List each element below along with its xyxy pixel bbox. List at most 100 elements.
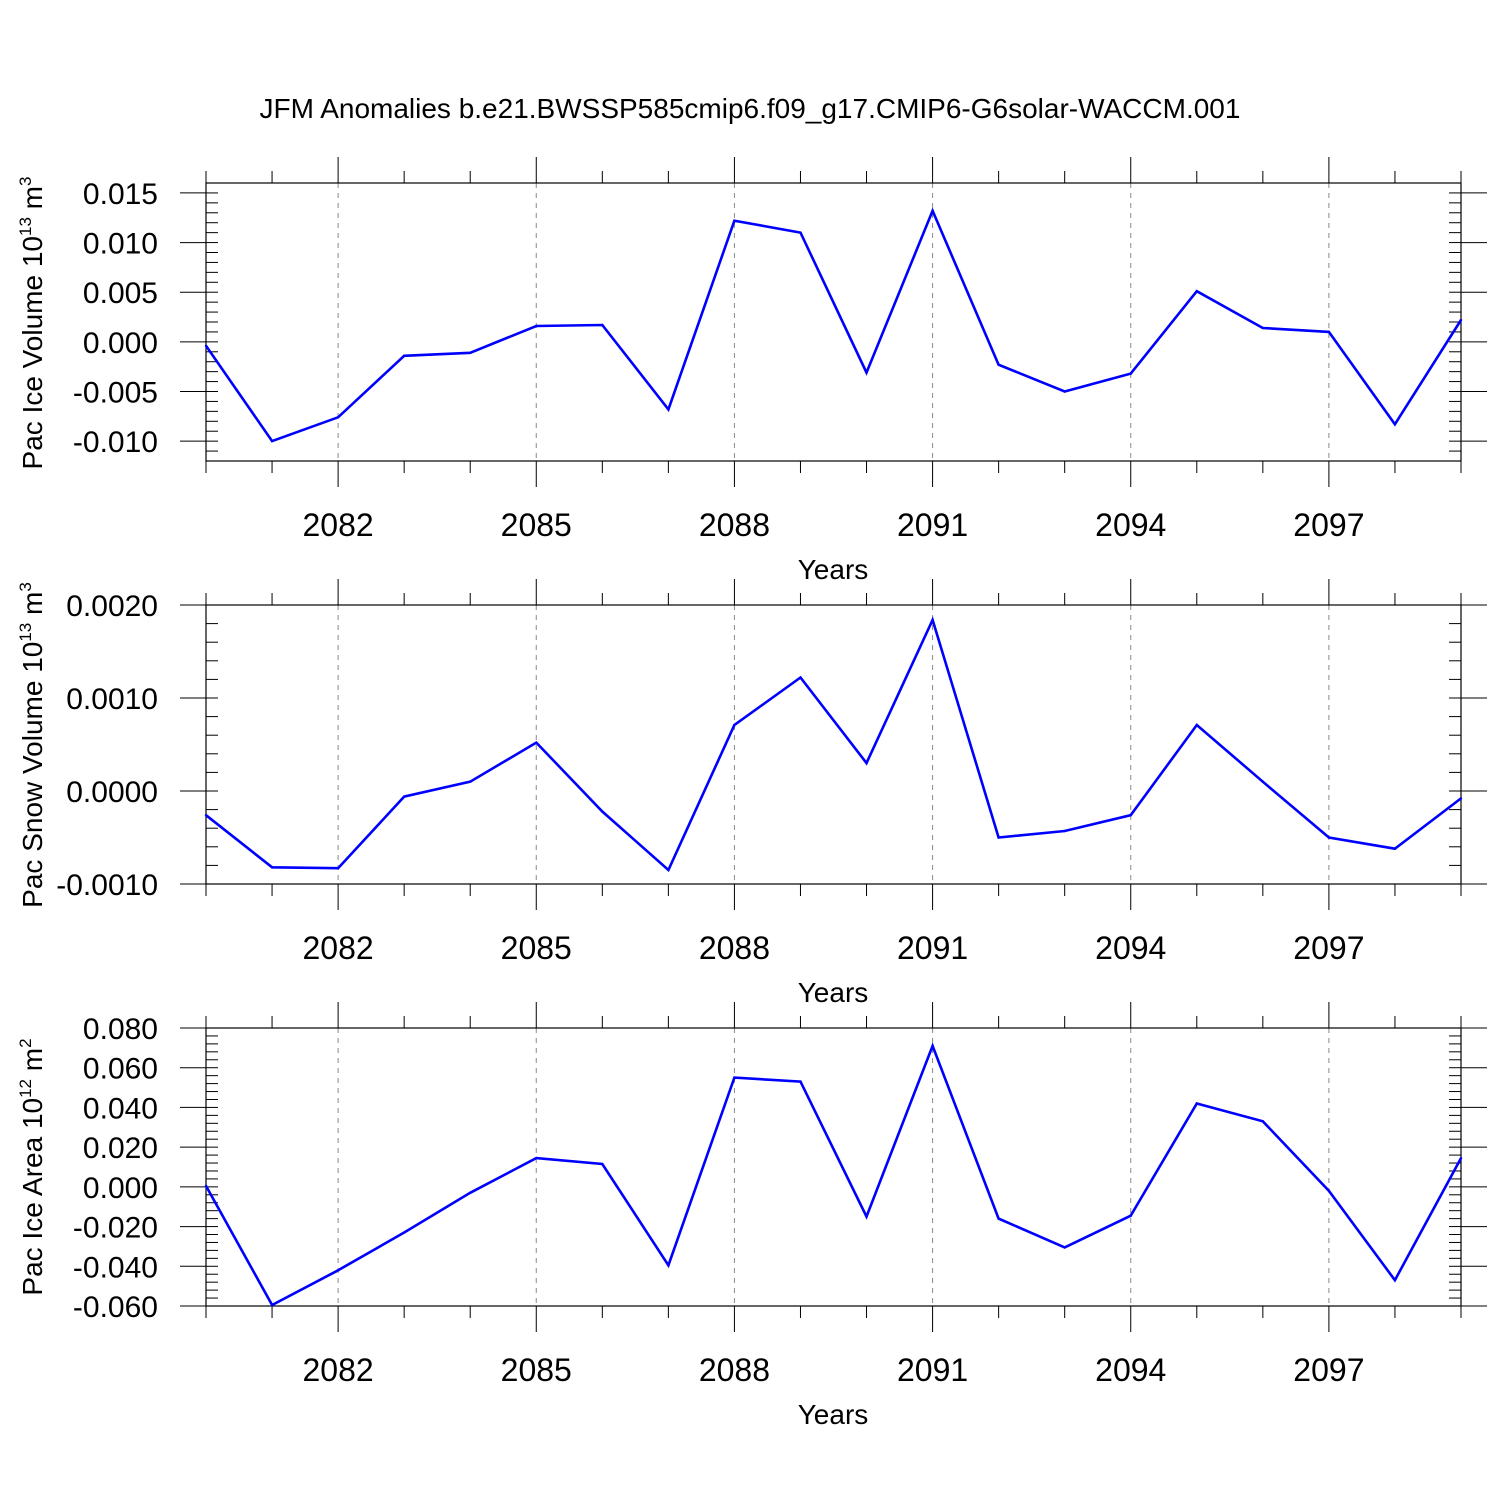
x-tick-label: 2088 [699, 1352, 770, 1388]
y-tick-label: -0.060 [73, 1291, 158, 1324]
x-axis-title: Years [798, 554, 869, 585]
data-point [204, 344, 208, 348]
x-tick-label: 2082 [303, 507, 374, 543]
chart-panel-1: 2082 2085 2088 2091 2094 2097 -0.010 -0.005 0.00… [16, 157, 1487, 585]
y-tick-label: 0.080 [83, 1013, 158, 1046]
x-tick-label: 2094 [1095, 507, 1166, 543]
x-tick-label: 2094 [1095, 930, 1166, 966]
data-point [667, 408, 670, 411]
data-point [204, 813, 208, 817]
data-point [535, 741, 538, 744]
series-line [205, 616, 1462, 873]
data-point [402, 1231, 406, 1234]
x-axis-title: Years [798, 977, 869, 1008]
data-point [1063, 829, 1066, 833]
data-point [1261, 1120, 1265, 1123]
y-tick-label: 0.0000 [66, 776, 158, 809]
y-tick-label: -0.040 [73, 1251, 158, 1284]
y-axis-title: Pac Ice Area 1012 m2 [16, 1038, 48, 1295]
data-point [931, 1044, 934, 1048]
data-point [931, 209, 934, 212]
y-tick-label: 0.0020 [66, 590, 158, 623]
data-point [402, 354, 406, 357]
data-point [865, 371, 868, 374]
x-tick-label: 2085 [501, 930, 572, 966]
x-tick-label: 2097 [1293, 930, 1364, 966]
y-tick-label: 0.020 [83, 1132, 158, 1165]
data-point [997, 363, 1000, 366]
data-point [733, 1076, 736, 1079]
data-point [270, 439, 274, 443]
data-point [865, 761, 868, 765]
data-point [997, 1217, 1000, 1220]
plot-frame [205, 182, 1462, 462]
x-tick-label: 2091 [897, 1352, 968, 1388]
data-point [1129, 1214, 1132, 1217]
data-point [204, 1184, 208, 1188]
data-point [1393, 1278, 1397, 1282]
data-point [667, 1264, 670, 1267]
data-point [1063, 1246, 1066, 1249]
data-point [270, 866, 274, 869]
y-tick-label: 0.060 [83, 1053, 158, 1086]
x-tick-label: 2094 [1095, 1352, 1166, 1388]
figure-title: JFM Anomalies b.e21.BWSSP585cmip6.f09_g1… [260, 93, 1241, 124]
data-point [601, 1162, 604, 1166]
y-tick-label: -0.020 [73, 1212, 158, 1245]
data-point [601, 810, 604, 813]
data-point [336, 866, 340, 870]
y-axis-title: Pac Ice Volume 1013 m3 [16, 177, 48, 470]
data-point [1195, 723, 1198, 727]
x-tick-label: 2085 [501, 1352, 572, 1388]
data-point [1261, 326, 1265, 330]
y-tick-label: 0.005 [83, 277, 158, 310]
data-point [1459, 797, 1463, 800]
plot-frame [205, 1027, 1462, 1307]
data-point [1129, 813, 1132, 817]
series-line [204, 1042, 1463, 1307]
data-point [469, 1191, 472, 1195]
x-tick-label: 2091 [897, 507, 968, 543]
data-point [1195, 290, 1198, 293]
data-point [1393, 847, 1397, 850]
y-tick-label: -0.005 [73, 377, 158, 410]
x-tick-label: 2097 [1293, 1352, 1364, 1388]
y-tick-label: -0.010 [73, 426, 158, 459]
data-point [1195, 1102, 1198, 1105]
data-point [799, 1080, 802, 1083]
data-point [270, 1303, 274, 1307]
y-tick-label: 0.040 [83, 1092, 158, 1125]
data-point [667, 868, 670, 872]
y-tick-label: 0.000 [83, 327, 158, 360]
data-point [997, 836, 1000, 839]
data-point [733, 723, 736, 727]
data-point [469, 351, 472, 354]
x-tick-label: 2088 [699, 507, 770, 543]
data-point [1327, 1189, 1331, 1193]
plot-frame [205, 604, 1462, 885]
y-tick-label: -0.0010 [56, 869, 158, 902]
data-point [1393, 423, 1397, 426]
data-point [535, 1156, 538, 1160]
data-point [1063, 390, 1066, 393]
y-tick-label: 0.010 [83, 228, 158, 261]
chart-panel-3: 2082 2085 2088 2091 2094 2097 -0.060 -0.040 -0.0… [16, 1002, 1487, 1430]
x-tick-label: 2082 [303, 1352, 374, 1388]
data-point [1327, 330, 1331, 334]
data-point [1327, 836, 1331, 839]
data-point [799, 231, 802, 234]
data-point [601, 323, 604, 327]
data-point [469, 780, 472, 783]
data-point [1459, 1156, 1463, 1160]
data-point [1261, 780, 1265, 783]
x-tick-label: 2088 [699, 930, 770, 966]
data-point [733, 219, 736, 222]
data-point [336, 1269, 340, 1272]
x-tick-label: 2085 [501, 507, 572, 543]
chart-panel-2: 2082 2085 2088 2091 2094 2097 -0.0010 0.0000 0.0… [16, 579, 1487, 1008]
y-tick-label: 0.0010 [66, 683, 158, 716]
series-line [204, 207, 1463, 443]
y-axis-title: Pac Snow Volume 1013 m3 [16, 582, 48, 908]
data-point [931, 618, 934, 622]
